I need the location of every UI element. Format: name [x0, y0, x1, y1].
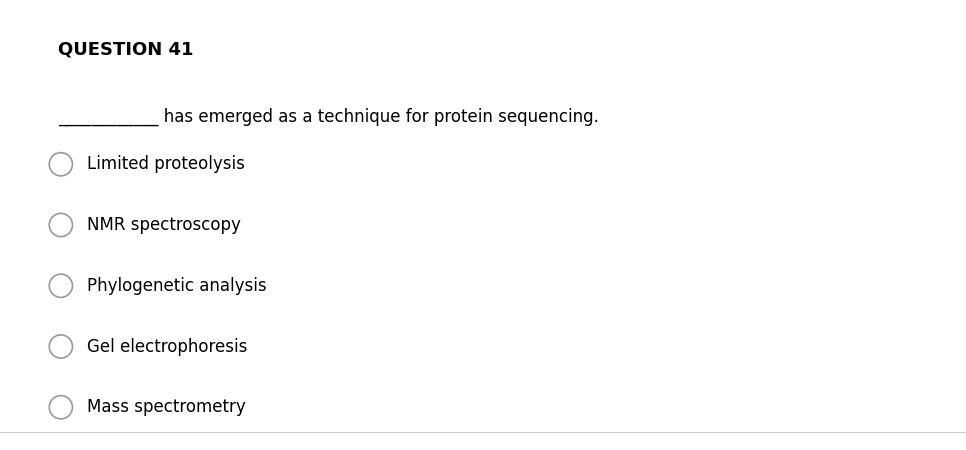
Text: NMR spectroscopy: NMR spectroscopy	[87, 216, 241, 234]
Text: Limited proteolysis: Limited proteolysis	[87, 155, 244, 173]
Text: Mass spectrometry: Mass spectrometry	[87, 398, 245, 416]
Text: ____________ has emerged as a technique for protein sequencing.: ____________ has emerged as a technique …	[58, 108, 599, 126]
Text: Gel electrophoresis: Gel electrophoresis	[87, 338, 247, 356]
Text: Phylogenetic analysis: Phylogenetic analysis	[87, 277, 267, 295]
Text: QUESTION 41: QUESTION 41	[58, 40, 193, 58]
